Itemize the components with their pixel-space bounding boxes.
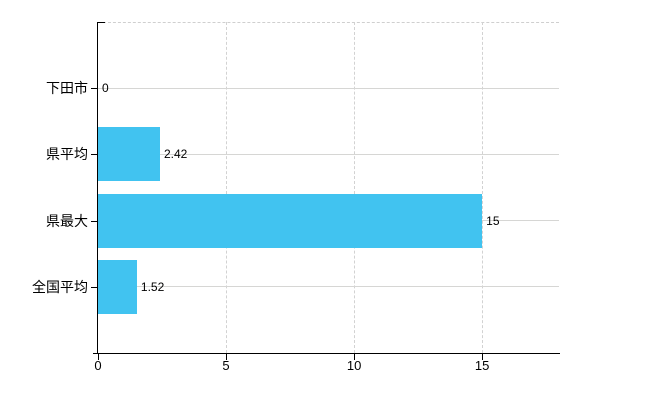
x-axis-tick [482,353,484,360]
x-axis-tick-label: 0 [94,358,102,373]
x-axis-tick [226,353,228,360]
vertical-gridline [226,22,228,353]
x-axis-line [93,353,560,354]
y-axis-category-label: 県最大 [46,212,88,229]
horizontal-gridline [98,286,559,288]
bar [98,259,137,314]
plot-top-border [98,22,559,23]
y-axis-tick [91,220,97,222]
x-axis-tick-label: 10 [346,358,362,373]
x-axis-tick [98,353,99,360]
y-axis-tick [91,88,97,90]
x-axis-tick-label: 15 [474,358,490,373]
x-axis-tick-label: 5 [222,358,230,373]
y-axis-line [97,22,98,353]
bar-value-label: 1.52 [140,279,165,294]
x-axis-tick [354,353,356,360]
y-axis-category-label: 県平均 [46,146,88,163]
vertical-gridline [354,22,356,353]
y-axis-category-label: 全国平均 [32,278,88,295]
y-axis-tick [91,154,97,156]
horizontal-gridline [98,153,559,155]
vertical-gridline [482,22,484,353]
y-axis-tick [91,286,97,288]
bar-value-label: 15 [486,213,500,228]
y-axis-top-tick [98,22,105,23]
y-axis-category-label: 下田市 [46,80,88,97]
bar [98,127,160,182]
bar [98,193,483,248]
bar-value-label: 0 [102,81,109,96]
bar-value-label: 2.42 [163,147,188,162]
horizontal-gridline [98,87,559,89]
plot-area: 0 2.42 15 1.52 [98,22,559,353]
